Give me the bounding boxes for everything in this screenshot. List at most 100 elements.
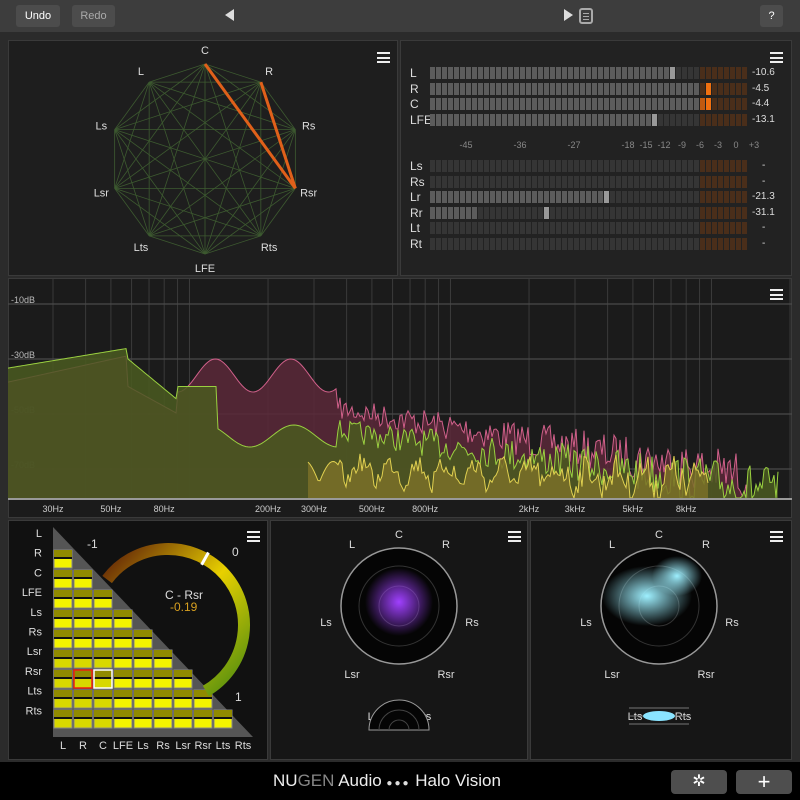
menu-icon[interactable]: [770, 289, 783, 300]
cell-top: [154, 710, 172, 717]
meter-segment: [466, 206, 471, 219]
meter-segment: [658, 160, 663, 172]
meter-segment: [472, 160, 477, 172]
meter-segment: [724, 222, 729, 234]
meter-segment: [742, 160, 747, 172]
meter-segment: [490, 206, 495, 219]
meter-segment: [682, 113, 687, 126]
scope-label: C: [395, 529, 403, 541]
meter-segment: [562, 67, 567, 79]
meter-segment: [466, 191, 471, 203]
selected-cell-outline: [73, 669, 93, 689]
meter-segment: [472, 222, 477, 234]
green-spectrum-fill: [8, 348, 778, 498]
meter-segment: [742, 113, 747, 126]
meter-segment: [478, 191, 483, 203]
meter-segment: [664, 67, 669, 79]
plus-icon: +: [757, 769, 771, 794]
previous-preset-icon[interactable]: [225, 9, 234, 21]
meter-segment: [604, 113, 609, 126]
level-meters-panel: [400, 40, 792, 276]
menu-icon[interactable]: [508, 531, 521, 542]
cell-marker: [114, 697, 132, 699]
meter-segment: [622, 191, 627, 203]
meter-segment: [592, 67, 597, 79]
cell-marker: [74, 657, 92, 659]
meter-segment: [478, 237, 483, 250]
meter-segment: [670, 160, 675, 172]
meter-segment: [466, 237, 471, 250]
meter-segment: [466, 222, 471, 234]
meter-segment: [676, 206, 681, 219]
meter-segment: [688, 160, 693, 172]
meter-segment: [658, 113, 663, 126]
meter-segment: [490, 160, 495, 172]
meter-segment: [568, 175, 573, 188]
help-button[interactable]: ?: [760, 5, 783, 27]
meter-segment: [586, 113, 591, 126]
meter-segment: [502, 175, 507, 188]
cell-top: [74, 710, 92, 717]
meter-segment: [472, 206, 477, 219]
cell-marker: [154, 677, 172, 679]
menu-icon[interactable]: [770, 52, 783, 63]
speaker-link: [149, 63, 206, 83]
cell-top: [154, 670, 172, 677]
meter-segment: [586, 67, 591, 79]
meter-segment: [562, 175, 567, 188]
column-label: C: [99, 740, 107, 752]
meter-segment: [490, 237, 495, 250]
menu-icon[interactable]: [770, 531, 783, 542]
frequency-label: 200Hz: [255, 504, 282, 514]
cell-top: [114, 630, 132, 637]
meter-segment: [520, 160, 525, 172]
scope-label: Ls: [580, 617, 592, 629]
scope-label: Rts: [675, 711, 692, 723]
meter-segment: [436, 67, 441, 79]
meter-segment: [700, 206, 705, 219]
meter-value: -: [762, 160, 766, 171]
meter-segment: [514, 113, 519, 126]
settings-button[interactable]: ✲: [671, 770, 727, 794]
meter-segment: [460, 237, 465, 250]
meter-segment: [538, 82, 543, 95]
meter-scale-tick: -9: [677, 140, 687, 150]
meter-label: Rt: [410, 236, 422, 251]
meter-segment: [544, 82, 549, 95]
meter-segment: [592, 222, 597, 234]
meter-segment: [604, 67, 609, 79]
meter-segment: [694, 67, 699, 79]
next-preset-icon[interactable]: [564, 9, 573, 21]
cell-top: [54, 710, 72, 717]
meter-segment: [454, 113, 459, 126]
meter-segment: [646, 98, 651, 110]
meter-segment: [454, 175, 459, 188]
redo-button[interactable]: Redo: [72, 5, 115, 27]
meter-segment: [454, 191, 459, 203]
meter-segment: [598, 222, 603, 234]
preset-list-icon[interactable]: [579, 8, 593, 24]
speaker-link: [114, 82, 150, 189]
meter-scale-tick: -27: [567, 140, 581, 150]
row-label: Rts: [26, 705, 43, 717]
undo-button[interactable]: Undo: [16, 5, 60, 27]
meter-segment: [610, 191, 615, 203]
meter-scale-tick: -12: [657, 140, 671, 150]
height-signal: [643, 711, 675, 721]
speaker-link: [114, 188, 150, 237]
meter-segment: [580, 98, 585, 110]
add-button[interactable]: +: [736, 770, 792, 794]
meter-segment: [562, 82, 567, 95]
meter-segment: [616, 67, 621, 79]
cell-marker: [94, 597, 112, 599]
menu-icon[interactable]: [377, 52, 390, 63]
meter-segment: [538, 206, 543, 219]
meter-segment: [616, 191, 621, 203]
speaker-link: [148, 81, 296, 189]
meter-segment: [604, 191, 609, 203]
menu-icon[interactable]: [247, 531, 260, 542]
meter-segment: [430, 67, 435, 79]
cell-marker: [74, 677, 92, 679]
cell-top: [74, 650, 92, 657]
